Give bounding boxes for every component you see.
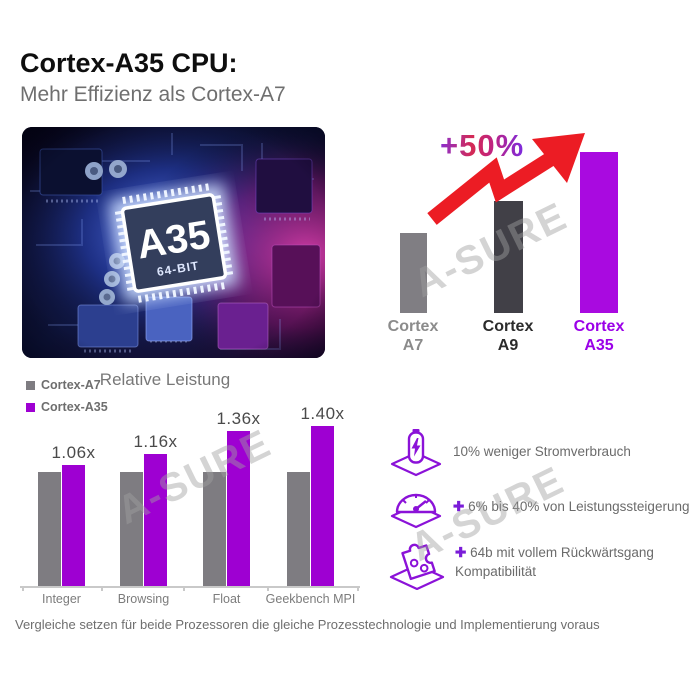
axis-tick [357,586,359,591]
plus-icon: ✚ [453,498,465,514]
axis-tick [183,586,185,591]
page-subtitle: Mehr Effizienz als Cortex-A7 [20,83,286,106]
perf-value-label: 1.06x [51,443,96,462]
legend-item-cortex-a7: Cortex-A7 [26,378,101,392]
feature-compatibility: ✚ 64b mit vollem Rückwärtsgang Kompatibi… [388,536,690,590]
perf-category-label: Float [212,592,241,606]
generation-bar-label: Cortex A9 [482,318,534,354]
generation-bar [399,233,427,313]
footnote: Vergleiche setzen für beide Prozessoren … [15,617,600,632]
perf-bar-cortex-a35 [311,426,334,586]
perf-bar-cortex-a7 [38,472,61,586]
perf-value-label: 1.40x [300,404,345,423]
feature-label: 64b mit vollem Rückwärtsgang Kompatibili… [455,545,654,579]
perf-category-label: Integer [42,592,81,606]
feature-power: 10% weniger Stromverbrauch [388,426,690,478]
speedometer-icon [390,493,442,529]
legend-swatch-magenta [26,402,35,412]
generation-chart: +50% Cortex A7 Cortex A9 Cortex A35 [380,120,690,368]
relative-performance-chart: Relative Leistung Cortex-A7 Cortex-A35 1… [20,368,365,608]
generation-bar [493,201,523,313]
perf-bar-cortex-a35 [144,454,167,586]
growth-arrow-icon [427,133,585,225]
legend-item-cortex-a35: Cortex-A35 [26,400,108,414]
axis-tick [22,586,24,591]
axis-tick [267,586,269,591]
perf-value-label: 1.36x [216,409,261,428]
perf-category-label: Browsing [117,592,170,606]
page-title: Cortex-A35 CPU: [20,48,238,78]
generation-bar-label: Cortex A35 [573,318,625,354]
feature-text: ✚ 6% bis 40% von Leistungssteigerung [453,498,690,517]
generation-bar [580,152,618,313]
feature-label: 10% weniger Stromverbrauch [453,443,631,459]
chart-title: Relative Leistung [99,370,231,389]
perf-bar-cortex-a7 [203,472,226,586]
plus-icon: ✚ [455,545,467,561]
feature-performance: ✚ 6% bis 40% von Leistungssteigerung [388,484,690,530]
perf-bar-cortex-a35 [227,431,250,586]
perf-bar-cortex-a7 [120,472,143,586]
feature-label: 6% bis 40% von Leistungssteigerung [468,498,690,514]
x-axis [20,586,360,588]
battery-bolt-icon [390,429,442,477]
feature-text: 10% weniger Stromverbrauch [453,443,690,462]
feature-list: 10% weniger Stromverbrauch ✚ 6% bis 40% … [388,426,690,596]
perf-value-label: 1.16x [133,432,178,451]
feature-text: ✚ 64b mit vollem Rückwärtsgang Kompatibi… [455,544,690,582]
perf-bar-cortex-a7 [287,472,310,586]
legend-swatch-gray [26,380,35,390]
cpu-chip-image: A35 64-BIT [22,127,325,358]
growth-annotation: +50% [440,128,525,163]
axis-tick [101,586,103,591]
perf-bar-cortex-a35 [62,465,85,586]
generation-bar-label: Cortex A7 [387,318,439,354]
puzzle-icon [389,543,445,590]
cpu-photo: A35 64-BIT [22,127,325,358]
legend-label: Cortex-A35 [41,400,108,414]
legend-label: Cortex-A7 [41,378,101,392]
perf-category-label: Geekbench MPI [265,592,356,606]
